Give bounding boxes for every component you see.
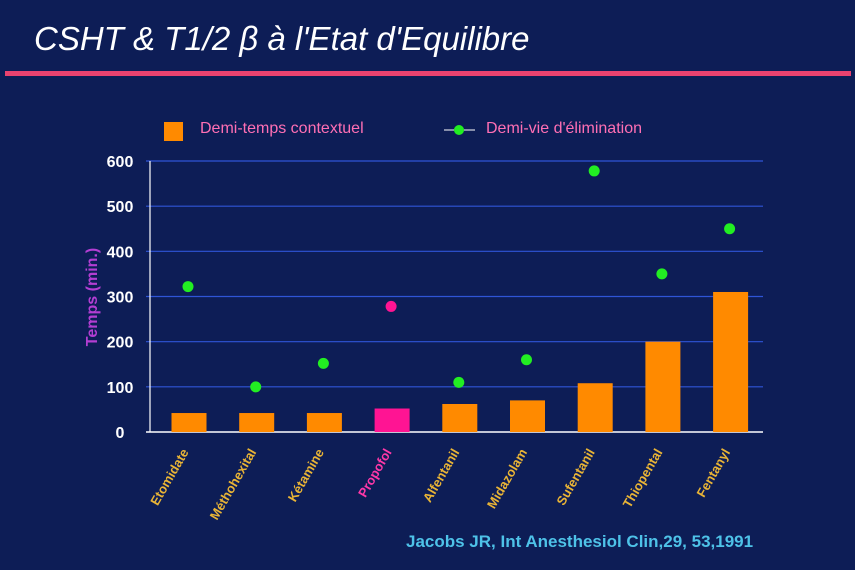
x-tick-label: Fentanyl	[693, 446, 733, 500]
y-tick-label: 300	[107, 290, 134, 307]
y-axis-label: Temps (min.)	[84, 248, 101, 346]
y-tick-label: 500	[107, 199, 134, 216]
x-tick-label: Midazolam	[484, 446, 530, 511]
bar-méthohexital	[239, 413, 275, 432]
slide-title: CSHT & T1/2 β à l'Etat d'Equilibre	[34, 20, 530, 57]
point-thiopental	[656, 268, 668, 280]
x-tick-label: Alfentanil	[420, 446, 463, 505]
y-tick-label: 200	[107, 335, 134, 352]
point-alfentanil	[453, 376, 465, 388]
bar-alfentanil	[442, 403, 478, 432]
point-propofol	[385, 300, 397, 312]
bar-midazolam	[510, 400, 545, 432]
x-tick-label: Thiopental	[620, 446, 666, 510]
point-midazolam	[521, 354, 532, 366]
bar-thiopental	[645, 341, 681, 432]
y-tick-label: 100	[107, 380, 134, 397]
bar-kétamine	[306, 413, 342, 432]
bar-propofol	[374, 408, 410, 432]
x-tick-label: Sufentanil	[553, 446, 597, 508]
x-tick-label: Etomidate	[147, 446, 191, 508]
x-tick-labels: Etomidate Méthohexital Kétamine Propofol Alf…	[147, 446, 733, 522]
y-tick-label: 400	[107, 244, 134, 261]
x-tick-label: Kétamine	[285, 446, 327, 504]
point-méthohexital	[250, 381, 262, 393]
legend-bar-label: Demi-temps contextuel	[200, 120, 364, 137]
legend-bar-swatch	[164, 122, 183, 141]
point-etomidate	[182, 281, 194, 293]
x-tick-label: Méthohexital	[207, 446, 260, 522]
title-divider	[5, 71, 851, 76]
point-kétamine	[317, 357, 329, 369]
bar-etomidate	[171, 413, 207, 432]
bar-fentanyl	[713, 291, 749, 432]
y-tick-label: 0	[116, 425, 125, 442]
bar-series	[171, 291, 749, 432]
source-citation: Jacobs JR, Int Anesthesiol Clin,29, 53,1…	[406, 532, 754, 551]
y-axis: 0 100 200 300 400 500 600	[107, 154, 151, 442]
scatter-series	[182, 165, 736, 393]
point-sufentanil	[588, 165, 600, 177]
legend-scatter-swatch	[454, 125, 464, 135]
bar-sufentanil	[577, 383, 613, 432]
legend: Demi-temps contextuel Demi-vie d'éliminat…	[164, 120, 642, 141]
y-tick-label: 600	[107, 154, 134, 171]
x-tick-label: Propofol	[355, 446, 395, 500]
legend-scatter-label: Demi-vie d'élimination	[486, 120, 642, 137]
point-fentanyl	[724, 223, 736, 235]
